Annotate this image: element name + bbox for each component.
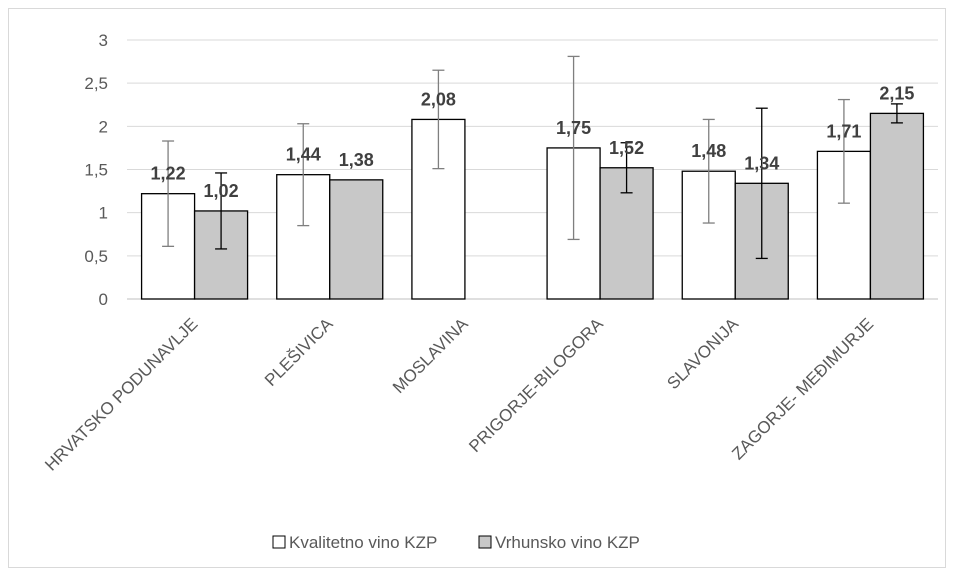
- category-label: PRIGORJE-BILOGORA: [465, 314, 607, 456]
- category-label: HRVATSKO PODUNAVLJE: [41, 314, 201, 474]
- data-label: 1,71: [826, 121, 861, 141]
- y-tick-label: 1: [99, 204, 108, 223]
- data-label: 1,75: [556, 118, 591, 138]
- category-label: SLAVONIJA: [663, 314, 742, 393]
- data-label: 1,34: [744, 153, 779, 173]
- y-tick-label: 0,5: [84, 247, 108, 266]
- category-label: MOSLAVINA: [389, 314, 472, 397]
- legend-swatch: [272, 535, 286, 549]
- category-label: ZAGORJE- MEĐIMURJE: [728, 314, 877, 463]
- y-tick-label: 3: [99, 31, 108, 50]
- y-tick-label: 2,5: [84, 74, 108, 93]
- data-label: 1,48: [691, 141, 726, 161]
- legend-label: Kvalitetno vino KZP: [289, 533, 437, 552]
- data-label: 1,44: [286, 145, 321, 165]
- data-label: 2,08: [421, 89, 456, 109]
- bar-vrhunsko: [329, 179, 384, 300]
- legend-swatch: [478, 535, 492, 549]
- y-tick-label: 0: [99, 290, 108, 309]
- data-label: 1,02: [204, 181, 239, 201]
- bar-vrhunsko: [869, 112, 925, 300]
- y-tick-label: 2: [99, 117, 108, 136]
- legend-label: Vrhunsko vino KZP: [495, 533, 640, 552]
- data-label: 1,38: [339, 150, 374, 170]
- data-label: 2,15: [879, 83, 914, 103]
- data-label: 1,22: [151, 164, 186, 184]
- category-label: PLEŠIVICA: [261, 314, 337, 390]
- data-label: 1,52: [609, 138, 644, 158]
- y-tick-label: 1,5: [84, 161, 108, 180]
